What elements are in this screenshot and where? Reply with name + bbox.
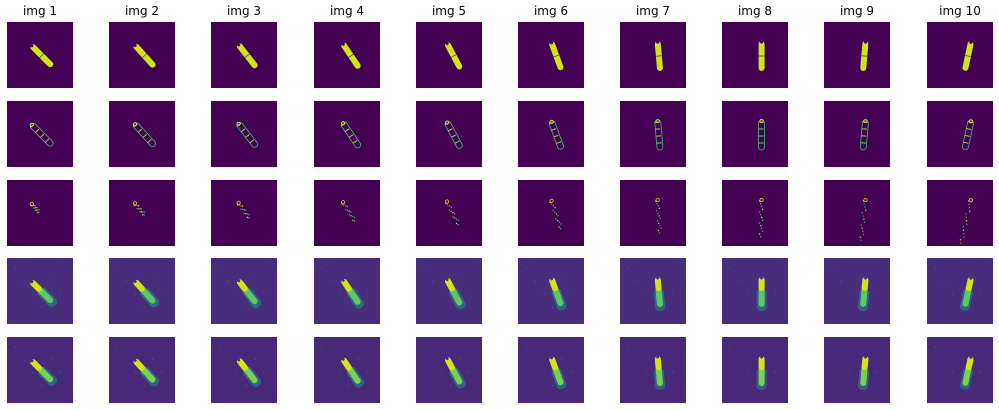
column-title-5: img 5: [431, 4, 467, 18]
panel-row1-img7: [620, 22, 686, 88]
panel-row5-img7: [620, 337, 686, 403]
panel-row1-img1: [7, 22, 73, 88]
panel-row1-img2: [109, 22, 175, 88]
panel-row4-img1: [7, 258, 73, 324]
panel-row5-img1: [7, 337, 73, 403]
column-title-3: img 3: [226, 4, 262, 18]
panel-row3-img9: [824, 180, 890, 246]
panel-row2-img3: [211, 101, 277, 167]
column-title-2: img 2: [124, 4, 160, 18]
panel-row4-img4: [314, 258, 380, 324]
panel-row3-img1: [7, 180, 73, 246]
panel-row4-img6: [518, 258, 584, 324]
panel-row5-img2: [109, 337, 175, 403]
panel-row3-img2: [109, 180, 175, 246]
panel-row4-img5: [416, 258, 482, 324]
panel-row3-img6: [518, 180, 584, 246]
panel-row3-img7: [620, 180, 686, 246]
panel-row3-img10: [927, 180, 993, 246]
panel-row4-img2: [109, 258, 175, 324]
panel-row1-img3: [211, 22, 277, 88]
panel-row5-img8: [722, 337, 788, 403]
panel-row3-img4: [314, 180, 380, 246]
panel-row2-img10: [927, 101, 993, 167]
panel-row3-img3: [211, 180, 277, 246]
panel-row5-img10: [927, 337, 993, 403]
panel-row4-img7: [620, 258, 686, 324]
panel-row1-img9: [824, 22, 890, 88]
panel-row5-img4: [314, 337, 380, 403]
column-title-1: img 1: [22, 4, 58, 18]
panel-row1-img5: [416, 22, 482, 88]
panel-row5-img3: [211, 337, 277, 403]
panel-row5-img6: [518, 337, 584, 403]
panel-row4-img8: [722, 258, 788, 324]
panel-row2-img6: [518, 101, 584, 167]
panel-row1-img8: [722, 22, 788, 88]
panel-row3-img5: [416, 180, 482, 246]
panel-row5-img9: [824, 337, 890, 403]
panel-row2-img4: [314, 101, 380, 167]
panel-row3-img8: [722, 180, 788, 246]
panel-row5-img5: [416, 337, 482, 403]
panel-row1-img10: [927, 22, 993, 88]
panel-row2-img1: [7, 101, 73, 167]
panel-row1-img6: [518, 22, 584, 88]
panel-row1-img4: [314, 22, 380, 88]
column-title-10: img 10: [939, 4, 981, 18]
panel-row4-img10: [927, 258, 993, 324]
panel-row2-img9: [824, 101, 890, 167]
column-title-4: img 4: [329, 4, 365, 18]
column-title-9: img 9: [839, 4, 875, 18]
column-title-7: img 7: [635, 4, 671, 18]
panel-row2-img8: [722, 101, 788, 167]
panel-row2-img7: [620, 101, 686, 167]
panel-row4-img9: [824, 258, 890, 324]
column-title-6: img 6: [533, 4, 569, 18]
column-title-8: img 8: [737, 4, 773, 18]
panel-row4-img3: [211, 258, 277, 324]
panel-row2-img2: [109, 101, 175, 167]
panel-row2-img5: [416, 101, 482, 167]
